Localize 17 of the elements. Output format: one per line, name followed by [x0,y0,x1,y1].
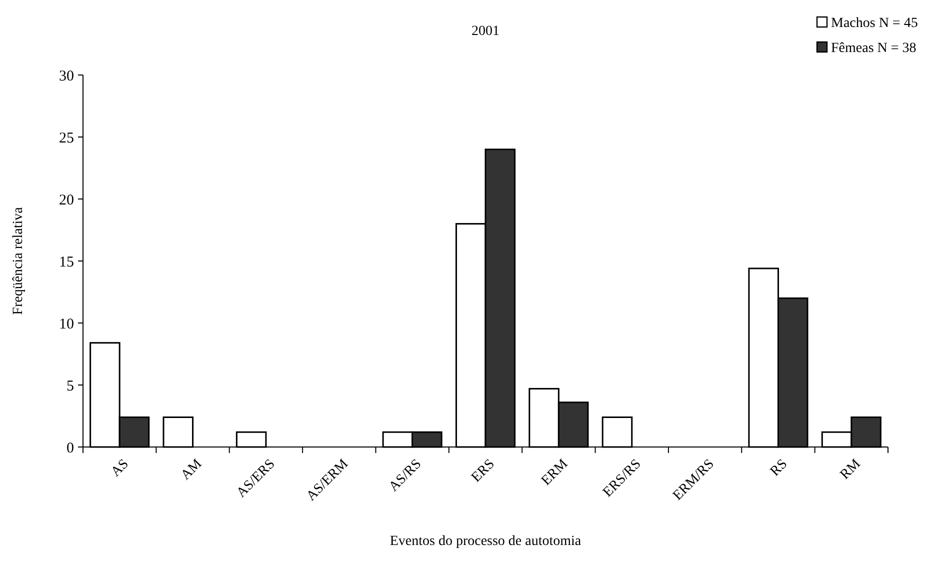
x-tick-label: AM [178,456,206,484]
y-tick-label: 30 [59,68,74,84]
y-tick-label: 10 [59,316,74,332]
y-tick-label: 0 [66,440,74,456]
y-axis-title: Freqüência relativa [11,206,26,315]
x-tick-label: RS [768,456,791,480]
y-tick-label: 5 [66,378,74,394]
x-axis-title: Eventos do processo de autotomia [390,534,582,549]
legend-label: Fêmeas N = 38 [831,40,916,56]
chart-title: 2001 [472,24,500,39]
x-tick-label: ERS [469,456,498,486]
y-tick-label: 15 [59,254,74,270]
y-tick-label: 25 [59,130,74,146]
y-tick-label: 20 [59,192,74,208]
legend-label: Machos N = 45 [831,16,918,31]
x-tick-label: RM [838,456,864,483]
x-tick-label: AS [108,456,132,480]
